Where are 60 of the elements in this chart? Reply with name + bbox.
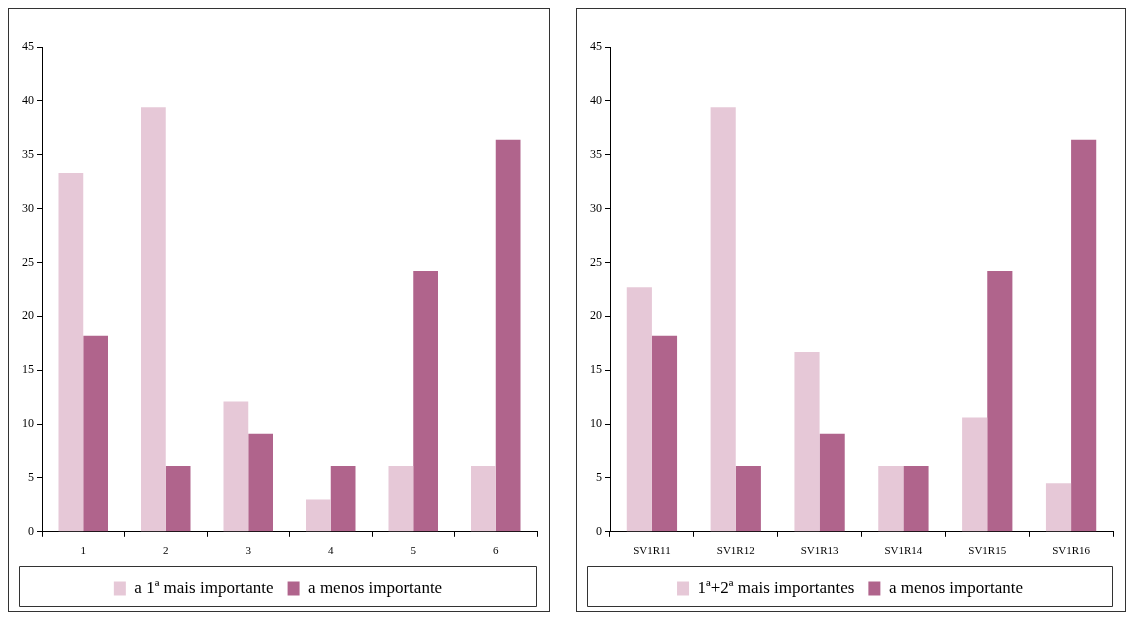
bar <box>248 433 273 532</box>
x-tick-label: 6 <box>493 544 499 557</box>
bar <box>710 107 736 532</box>
bar <box>58 173 84 532</box>
y-tick-label: 40 <box>590 93 602 108</box>
x-tick-label: 3 <box>245 544 252 557</box>
bar <box>306 499 331 532</box>
x-tick-label: SV1R12 <box>716 544 755 557</box>
y-tick-label: 20 <box>590 308 602 323</box>
y-tick-label: 15 <box>590 362 602 377</box>
y-tick-label: 30 <box>590 200 602 215</box>
y-tick-label: 45 <box>590 39 602 54</box>
bar <box>878 466 904 532</box>
bar <box>794 351 820 532</box>
y-tick-label: 5 <box>596 470 602 485</box>
bar <box>962 417 988 532</box>
y-tick-label: 45 <box>22 39 34 54</box>
y-tick-label: 35 <box>590 146 602 161</box>
bar <box>1045 483 1072 532</box>
bar <box>83 335 108 532</box>
y-tick-label: 10 <box>590 416 602 431</box>
x-tick-label: SV1R13 <box>800 544 840 557</box>
bar <box>735 466 761 532</box>
x-tick-label: SV1R11 <box>633 544 671 557</box>
y-tick-label: 25 <box>590 254 602 269</box>
bar <box>223 401 249 532</box>
x-tick-label: 1 <box>80 544 86 557</box>
y-tick-label: 25 <box>22 254 34 269</box>
bar <box>495 139 521 532</box>
y-tick-label: 20 <box>22 308 34 323</box>
bar <box>903 466 929 532</box>
x-tick-label: SV1R14 <box>884 544 923 557</box>
bar <box>330 466 356 532</box>
bar <box>987 271 1013 532</box>
y-tick-label: 5 <box>28 470 34 485</box>
bar <box>388 466 414 532</box>
x-tick-label: 4 <box>328 544 334 557</box>
legend-label: 1ª+2ª mais importantes <box>697 577 855 597</box>
legend-label: a menos importante <box>308 577 443 597</box>
bar <box>651 335 678 532</box>
x-tick-label: 5 <box>410 544 417 557</box>
y-tick-label: 0 <box>596 523 602 538</box>
y-tick-label: 10 <box>22 416 34 431</box>
bar <box>626 287 652 532</box>
y-tick-label: 40 <box>22 93 34 108</box>
y-tick-label: 15 <box>22 362 34 377</box>
bar <box>819 433 845 532</box>
y-tick-label: 35 <box>22 146 34 161</box>
x-tick-label: SV1R16 <box>1052 544 1091 557</box>
bar <box>141 107 166 532</box>
y-tick-label: 30 <box>22 200 34 215</box>
bar <box>471 466 496 532</box>
legend-label: a menos importante <box>888 577 1023 597</box>
bar <box>413 271 438 532</box>
x-tick-label: SV1R15 <box>968 544 1007 557</box>
bar <box>1071 139 1097 532</box>
bar <box>165 466 191 532</box>
legend-label: a 1ª mais importante <box>134 577 274 597</box>
x-tick-label: 2 <box>163 544 169 557</box>
y-tick-label: 0 <box>28 523 34 538</box>
